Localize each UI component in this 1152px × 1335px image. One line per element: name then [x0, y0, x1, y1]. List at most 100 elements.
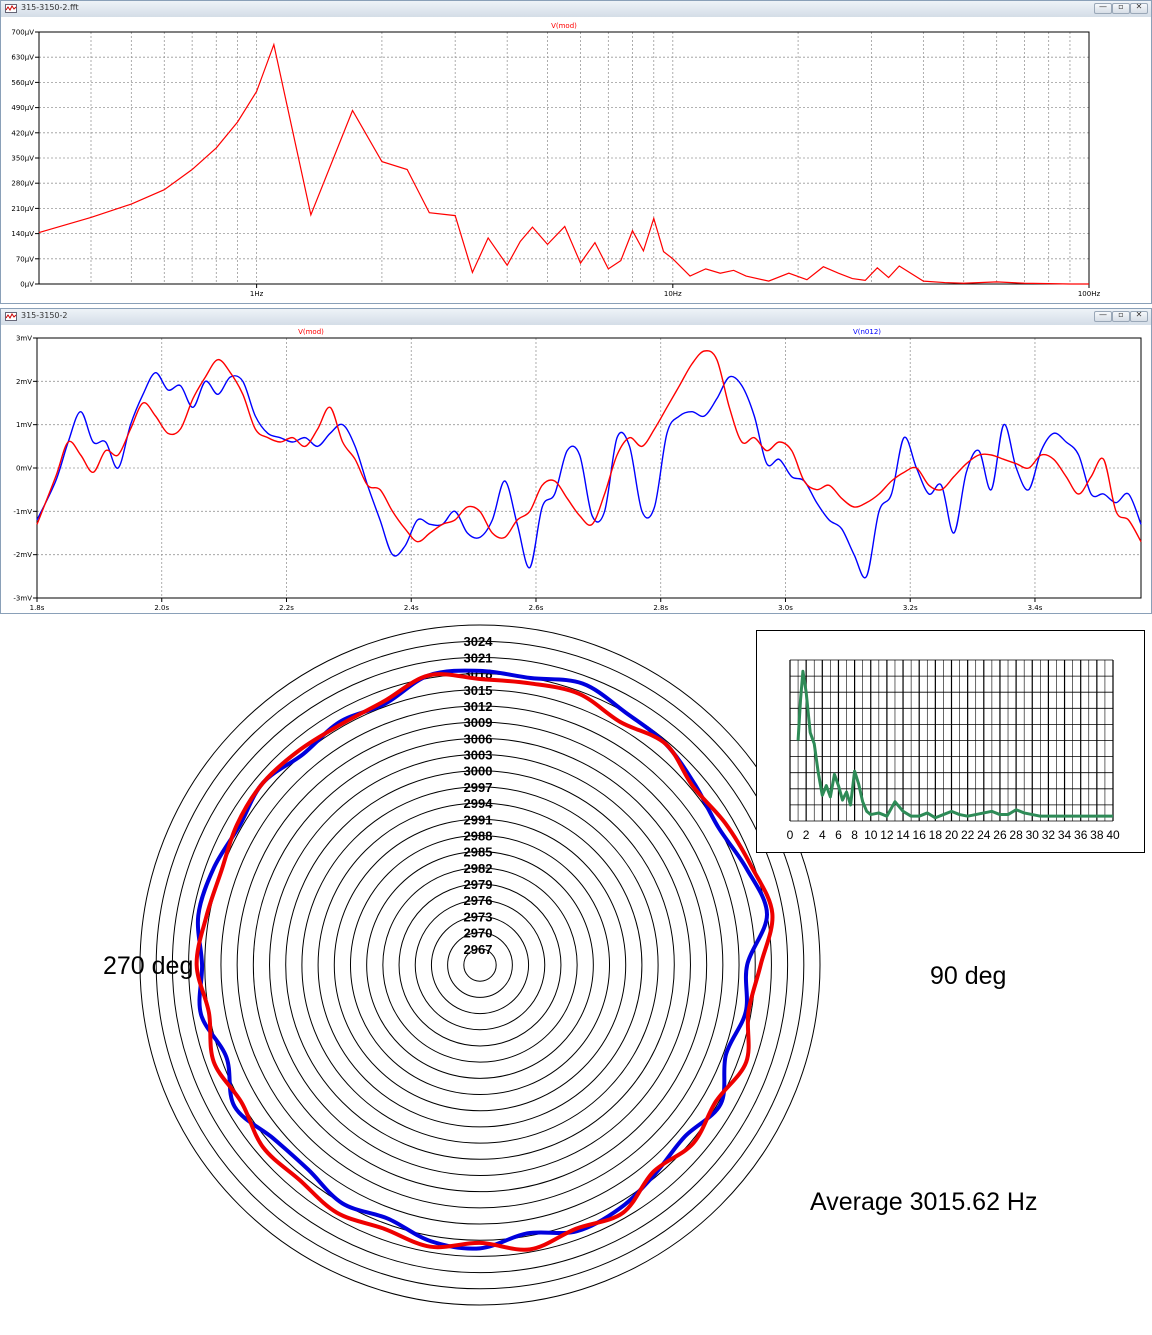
x-tick-label: 2.0s — [154, 604, 169, 612]
x-tick-label: 1Hz — [250, 290, 264, 298]
minimize-button[interactable]: — — [1094, 2, 1112, 14]
maximize-button[interactable]: ▫ — [1112, 310, 1130, 322]
average-label: Average 3015.62 Hz — [810, 1188, 1038, 1216]
inset-spectrum: 0 2 4 6 8 10 12 14 16 18 20 22 24 26 28 30 32 34 36 38 40 — [756, 630, 1145, 853]
plot-background — [1, 17, 1151, 303]
fft-series-line — [38, 42, 1089, 285]
y-tick-label: 560µV — [11, 79, 34, 87]
polar-ring — [398, 883, 562, 1047]
trace-label-n012: V(n012) — [853, 328, 881, 336]
y-tick-label: 490µV — [11, 104, 34, 112]
polar-section: 3024 3021 30 18 3015 3012 3009 3006 3003 3000 2997… — [0, 618, 1152, 1335]
time-titlebar[interactable]: 315-3150-2 — ▫ ✕ — [1, 309, 1151, 325]
trace-label: V(mod) — [551, 22, 577, 30]
y-tick-label: 2mV — [16, 378, 32, 386]
inset-series-line — [796, 669, 1113, 820]
x-tick-label: 6 — [835, 828, 842, 842]
y-tick-label: -2mV — [13, 551, 32, 559]
radial-tick-label: 2979 — [464, 877, 493, 892]
x-tick-label: 22 — [961, 828, 975, 842]
y-tick-label: 280µV — [11, 180, 34, 188]
y-tick-label: 350µV — [11, 155, 34, 163]
polar-ring — [269, 754, 691, 1176]
radial-tick-label: 3015 — [464, 683, 493, 698]
y-tick-label: 3mV — [16, 335, 32, 343]
trace-label-mod: V(mod) — [298, 328, 324, 336]
polar-ring — [430, 915, 530, 1015]
fft-window-title: 315-3150-2.fft — [21, 3, 79, 12]
polar-ring — [317, 802, 643, 1128]
radial-tick-label: 2970 — [464, 926, 493, 941]
y-tick-label: 420µV — [11, 129, 34, 137]
radial-tick-label: 3003 — [464, 748, 493, 763]
polar-ring — [447, 932, 513, 998]
x-tick-label: 40 — [1106, 828, 1120, 842]
x-tick-label: 3.4s — [1028, 604, 1043, 612]
close-button[interactable]: ✕ — [1130, 2, 1148, 14]
angle-label-270: 270 deg — [103, 952, 194, 980]
x-tick-label: 10Hz — [664, 290, 682, 298]
x-tick-label: 3.0s — [778, 604, 793, 612]
x-tick-label: 16 — [913, 828, 927, 842]
x-tick-label: 2.2s — [279, 604, 294, 612]
y-tick-label: 630µV — [11, 54, 34, 62]
x-tick-label: 36 — [1074, 828, 1088, 842]
radial-tick-label: 3024 — [464, 634, 494, 649]
radial-tick-label: 2991 — [464, 812, 493, 827]
plot-frame — [36, 337, 1142, 599]
radial-tick-label: 2997 — [464, 780, 493, 795]
y-tick-label: 700µV — [11, 29, 34, 37]
x-tick-label: 18 — [929, 828, 943, 842]
polar-ring — [204, 689, 756, 1241]
y-tick-label: 0mV — [16, 465, 32, 473]
x-tick-label: 14 — [896, 828, 910, 842]
waveform-icon — [5, 4, 17, 13]
radial-tick-label: 3009 — [464, 715, 493, 730]
x-tick-label: 2.8s — [653, 604, 668, 612]
radial-tick-label: 3021 — [464, 650, 493, 665]
maximize-button[interactable]: ▫ — [1112, 2, 1130, 14]
close-button[interactable]: ✕ — [1130, 310, 1148, 322]
waveform-icon — [5, 312, 17, 321]
plot-frame — [38, 31, 1090, 285]
fft-plot[interactable]: 0µV 70µV 140µV 210µV 280µV 350µV 420µV 490µV 560… — [1, 17, 1151, 303]
x-tick-label: 38 — [1090, 828, 1104, 842]
time-window-title: 315-3150-2 — [21, 311, 68, 320]
x-tick-label: 28 — [1009, 828, 1023, 842]
time-plot[interactable]: -3mV -2mV -1mV 0mV 1mV 2mV 3mV 1.8s 2.0s 2.2s 2.4s… — [1, 325, 1151, 613]
polar-ring — [382, 867, 578, 1063]
polar-ring — [236, 721, 724, 1209]
x-tick-label: 0 — [787, 828, 794, 842]
y-tick-label: 70µV — [16, 255, 34, 263]
plot-background — [1, 325, 1151, 613]
fft-window: 315-3150-2.fft — ▫ ✕ 0µV 70µV 140µV 210µV 28… — [0, 0, 1152, 304]
x-tick-label: 2 — [803, 828, 810, 842]
polar-plot: 3024302130183015301230093006300330002997… — [139, 624, 821, 1306]
polar-ring — [188, 673, 772, 1257]
y-tick-label: 140µV — [11, 230, 34, 238]
x-tick-label: 8 — [851, 828, 858, 842]
radial-tick-label: 3012 — [464, 699, 493, 714]
x-tick-label: 24 — [977, 828, 991, 842]
x-tick-label: 3.2s — [903, 604, 918, 612]
x-tick-label: 100Hz — [1078, 290, 1101, 298]
polar-ring — [171, 656, 789, 1274]
radial-tick-label: 2988 — [464, 828, 493, 843]
x-tick-label: 1.8s — [30, 604, 45, 612]
radial-tick-label: 3000 — [464, 764, 493, 779]
y-tick-label: 210µV — [11, 205, 34, 213]
x-tick-label: 30 — [1026, 828, 1040, 842]
polar-series-blue — [195, 668, 770, 1251]
polar-ring — [414, 899, 546, 1031]
radial-tick-label: 2994 — [464, 796, 494, 811]
polar-ring — [252, 737, 708, 1193]
radial-tick-label: 2973 — [464, 909, 493, 924]
minimize-button[interactable]: — — [1094, 310, 1112, 322]
x-tick-label: 32 — [1042, 828, 1056, 842]
x-tick-label: 2.4s — [404, 604, 419, 612]
x-tick-label: 12 — [880, 828, 894, 842]
polar-ring — [301, 786, 659, 1144]
radial-tick-label: 2976 — [464, 893, 493, 908]
fft-titlebar[interactable]: 315-3150-2.fft — ▫ ✕ — [1, 1, 1151, 17]
y-tick-label: 1mV — [16, 421, 32, 429]
